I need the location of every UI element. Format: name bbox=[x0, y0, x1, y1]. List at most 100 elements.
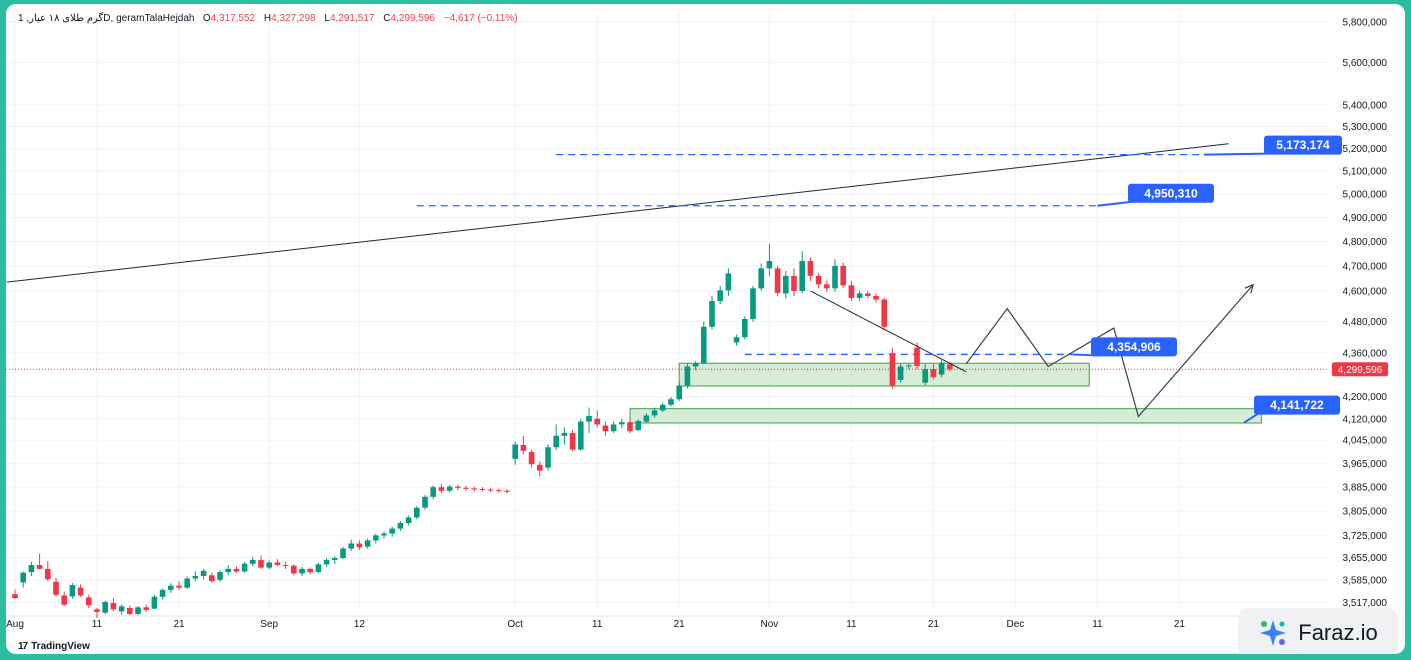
y-tick-label: 3,655,000 bbox=[1343, 553, 1388, 564]
candle-body bbox=[446, 486, 453, 491]
candle-body bbox=[676, 385, 682, 400]
legend-change: −4,617 (−0.11%) bbox=[443, 13, 518, 24]
candle-body bbox=[881, 299, 887, 327]
candle-body bbox=[373, 535, 379, 541]
candle-body bbox=[807, 261, 814, 276]
candle-body bbox=[635, 421, 641, 431]
candle-body bbox=[159, 589, 166, 597]
candle bbox=[291, 564, 297, 576]
candle-body bbox=[192, 575, 199, 579]
candle-body bbox=[733, 337, 740, 343]
candle bbox=[332, 556, 338, 564]
candle bbox=[938, 360, 945, 378]
candle bbox=[86, 594, 92, 608]
candle bbox=[553, 424, 559, 451]
candle bbox=[184, 576, 190, 589]
candle-body bbox=[889, 353, 896, 386]
candle bbox=[422, 495, 428, 510]
callout-box bbox=[1091, 337, 1177, 357]
faraz-badge[interactable]: Faraz.io bbox=[1238, 608, 1398, 654]
candle bbox=[102, 600, 108, 615]
candle-body bbox=[397, 523, 404, 529]
candle-body bbox=[110, 603, 117, 610]
candle bbox=[414, 505, 420, 520]
candle-body bbox=[36, 565, 43, 569]
x-tick-label: Nov bbox=[761, 619, 779, 630]
candle-body bbox=[258, 559, 264, 568]
legend-high-label: H bbox=[263, 13, 272, 24]
tradingview-logo[interactable]: 17 TradingView bbox=[18, 641, 90, 652]
candle bbox=[471, 486, 477, 492]
candle-body bbox=[151, 596, 158, 609]
price-chart[interactable]: 5,173,174 4,950,310 4,354,906 4,141,722 5,80… bbox=[6, 4, 1405, 654]
candle bbox=[110, 598, 117, 612]
callout-label: 4,141,722 bbox=[1270, 398, 1324, 412]
candle-body bbox=[758, 268, 764, 289]
candle bbox=[258, 555, 264, 569]
x-tick-label: 11 bbox=[592, 619, 603, 630]
candle bbox=[192, 571, 199, 582]
candle bbox=[250, 556, 256, 567]
candle-body bbox=[69, 585, 76, 597]
candle bbox=[463, 486, 469, 491]
candle-body bbox=[610, 424, 617, 432]
x-tick-label: Oct bbox=[507, 619, 523, 630]
x-tick-label: 11 bbox=[1092, 619, 1103, 630]
candle bbox=[266, 560, 272, 570]
candle bbox=[53, 577, 59, 597]
candle-body bbox=[947, 364, 953, 370]
legend-high: 4,327,298 bbox=[271, 13, 316, 24]
candle-body bbox=[266, 562, 272, 568]
candle bbox=[315, 562, 322, 574]
candle bbox=[77, 584, 84, 597]
candle bbox=[36, 553, 43, 569]
candle bbox=[725, 268, 732, 296]
candle bbox=[537, 461, 543, 477]
candle-body bbox=[225, 568, 231, 573]
candle-body bbox=[356, 543, 363, 548]
candle bbox=[586, 407, 592, 433]
chart-frame: 5,173,174 4,950,310 4,354,906 4,141,722 5,80… bbox=[6, 4, 1405, 654]
candle bbox=[692, 361, 699, 371]
candle bbox=[791, 268, 797, 296]
candle bbox=[578, 418, 584, 451]
candle-body bbox=[291, 565, 297, 574]
y-tick-label: 4,200,000 bbox=[1343, 392, 1388, 403]
projection-path bbox=[965, 284, 1254, 418]
candle bbox=[873, 293, 879, 303]
candle bbox=[176, 581, 182, 590]
last-price-box bbox=[1332, 362, 1388, 377]
candle-body bbox=[594, 418, 600, 425]
candle bbox=[840, 262, 846, 288]
candle bbox=[307, 567, 313, 575]
candle-body bbox=[504, 490, 510, 492]
y-tick-label: 4,800,000 bbox=[1343, 237, 1388, 248]
last-price-label: 4,299,596 bbox=[1338, 365, 1383, 376]
candle-body bbox=[389, 528, 395, 534]
y-tick-label: 4,700,000 bbox=[1343, 261, 1388, 272]
candle-body bbox=[471, 488, 477, 490]
candle-body bbox=[660, 404, 666, 411]
faraz-logo-icon bbox=[1260, 620, 1287, 646]
y-tick-label: 5,200,000 bbox=[1343, 144, 1388, 155]
candle-body bbox=[848, 285, 855, 298]
callout-box bbox=[1128, 183, 1214, 203]
legend-low: 4,291,517 bbox=[329, 13, 375, 24]
y-tick-label: 4,045,000 bbox=[1343, 436, 1388, 447]
candle bbox=[340, 546, 346, 560]
x-tick-label: 12 bbox=[354, 619, 366, 630]
candle-body bbox=[840, 265, 846, 286]
candle-body bbox=[578, 421, 584, 450]
candle bbox=[381, 531, 387, 539]
candle-body bbox=[332, 558, 338, 560]
candle bbox=[684, 363, 691, 389]
candle bbox=[914, 342, 920, 370]
price-callout: 4,141,722 bbox=[1243, 395, 1340, 424]
x-tick-label: 11 bbox=[92, 619, 103, 630]
candle bbox=[504, 489, 510, 494]
y-tick-label: 5,000,000 bbox=[1343, 190, 1388, 201]
candle bbox=[45, 560, 51, 582]
last-price-tag: 4,299,596 bbox=[1332, 362, 1388, 377]
candle-body bbox=[725, 273, 732, 291]
candle-body bbox=[701, 326, 707, 364]
